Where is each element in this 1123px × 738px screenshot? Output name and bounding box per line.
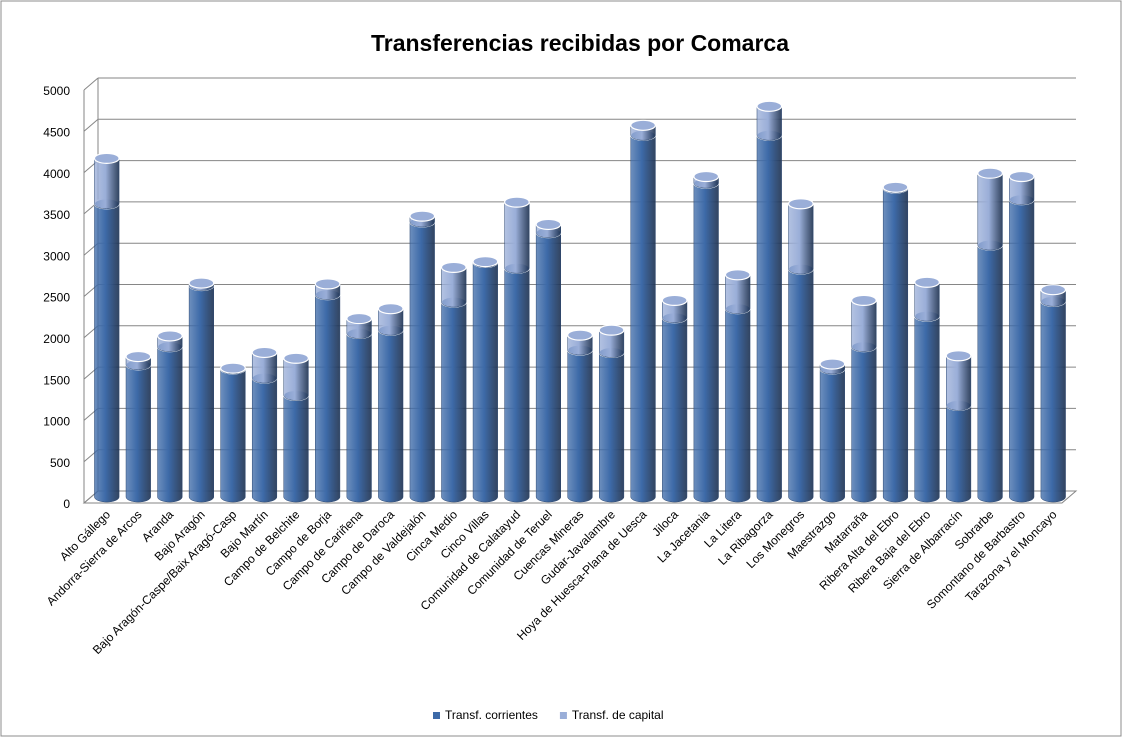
bar-top [819, 358, 846, 370]
bar-top [377, 303, 404, 315]
bar-segment [1009, 176, 1035, 205]
bar-segment [662, 300, 688, 324]
legend-label: Transf. corrientes [445, 708, 538, 722]
bar-segment [283, 357, 309, 401]
y-tick-label: 4000 [43, 167, 70, 181]
bar-top [283, 352, 309, 364]
bar-segment [220, 368, 246, 503]
y-tick-label: 2500 [43, 291, 70, 305]
y-tick-label: 3000 [43, 249, 70, 263]
bar-segment [1040, 300, 1066, 503]
bar-segment [567, 349, 593, 503]
bar-top [188, 277, 215, 289]
bar-segment [504, 201, 530, 274]
bar-top [440, 261, 467, 273]
bar-top [787, 198, 814, 210]
bar-segment [378, 329, 404, 503]
bar-segment [125, 364, 151, 503]
bar-segment [409, 221, 435, 503]
bar-top [598, 324, 625, 336]
bar-segment [283, 395, 309, 503]
y-tick-label: 0 [63, 497, 70, 511]
bar-segment [725, 308, 751, 503]
legend-swatch [559, 712, 567, 719]
grid-line-side [83, 118, 99, 132]
bar-top [156, 330, 183, 342]
bar-segment [756, 134, 782, 503]
grid-line-side [83, 77, 99, 91]
bar-segment [346, 333, 372, 503]
y-tick-label: 1000 [43, 415, 70, 429]
bar-top [409, 210, 436, 222]
bar-segment [94, 203, 120, 503]
bar-segment [251, 377, 278, 503]
bar-segment [630, 134, 656, 503]
bar-segment [851, 300, 877, 352]
bar-top [756, 100, 783, 112]
y-tick-label: 2000 [43, 332, 70, 346]
y-tick-label: 4500 [43, 125, 70, 139]
y-tick-label: 500 [50, 456, 70, 470]
bar-top [346, 312, 373, 325]
y-tick-label: 3500 [43, 208, 70, 222]
bar-top [945, 350, 972, 362]
bar-segment [946, 355, 972, 411]
bar-segment [914, 315, 940, 503]
bar-top [220, 362, 246, 374]
bar-top [661, 294, 688, 307]
bar-segment [251, 352, 278, 384]
bar-segment [598, 329, 625, 358]
bar-top [251, 346, 278, 359]
bar-segment [946, 405, 972, 503]
bar-top [567, 329, 593, 341]
bar-segment [441, 267, 467, 308]
bar-segment [851, 346, 877, 503]
bar-top [724, 269, 751, 281]
bar-segment [1009, 199, 1035, 503]
bar-segment [693, 182, 719, 503]
bar-segment [567, 334, 593, 356]
bar-segment [914, 281, 940, 322]
bar-top [125, 350, 152, 363]
bar-segment [977, 172, 1003, 251]
bar-segment [188, 285, 214, 503]
bar-top [472, 255, 499, 268]
bar-segment [756, 106, 782, 141]
bar-segment [788, 203, 814, 275]
bar-top [977, 167, 1004, 179]
bar-segment [725, 274, 751, 314]
bar-segment [882, 187, 909, 503]
chart-title: Transferencias recibidas por Comarca [371, 30, 789, 56]
bar-top [693, 170, 720, 183]
bar-segment [378, 308, 404, 336]
bar-segment [788, 268, 814, 503]
bar-top [851, 294, 877, 307]
legend-label: Transf. de capital [572, 708, 664, 722]
bar-top [503, 196, 530, 208]
y-tick-label: 1500 [43, 373, 70, 387]
bar-segment [315, 294, 341, 503]
bar-top [93, 152, 120, 164]
bar-segment [535, 232, 562, 503]
bar-top [1040, 284, 1067, 296]
bar-segment [346, 318, 372, 339]
bar-top [314, 278, 341, 290]
bar-top [914, 276, 940, 288]
bar-top [1008, 170, 1035, 183]
bar-segment [441, 301, 467, 503]
bar-segment [157, 346, 183, 503]
bar-top [882, 181, 909, 193]
bar-segment [472, 262, 498, 503]
y-tick-label: 5000 [43, 84, 70, 98]
bar-top [630, 119, 657, 131]
bar-segment [977, 244, 1003, 503]
bar-segment [598, 352, 625, 503]
bar-segment [819, 368, 845, 503]
bar-segment [94, 158, 120, 210]
legend-swatch [433, 712, 440, 719]
bar-top [535, 218, 562, 231]
bar-segment [662, 317, 688, 503]
bar-segment [504, 267, 530, 503]
